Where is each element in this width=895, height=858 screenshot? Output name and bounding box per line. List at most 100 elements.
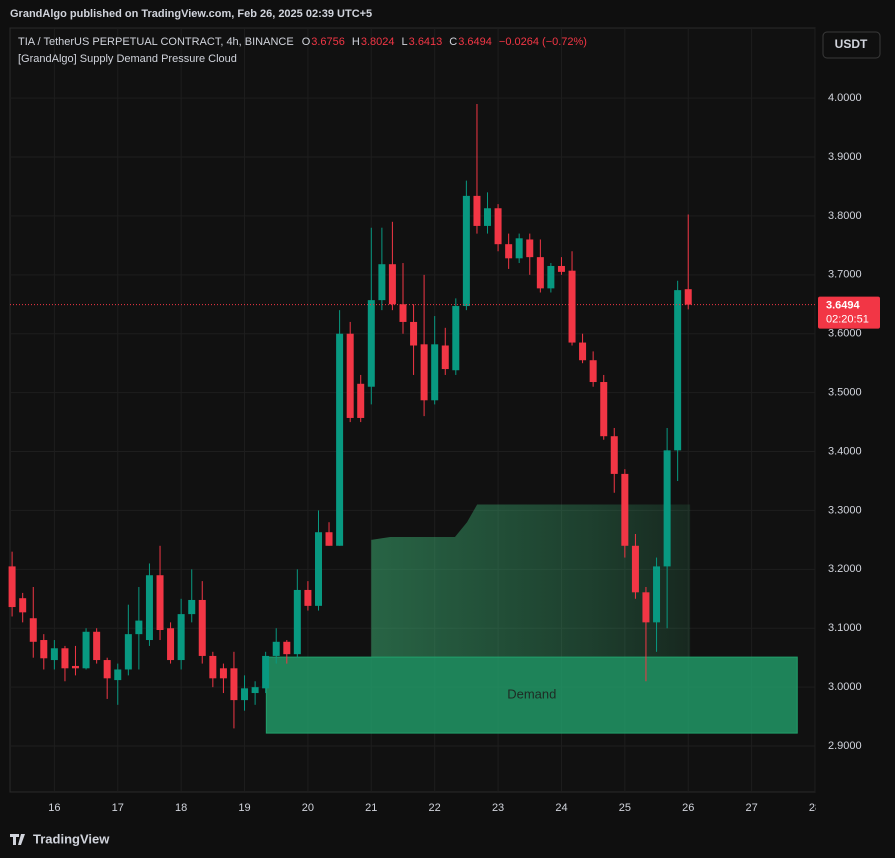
brand-name: TradingView [33,831,110,846]
x-tick-label: 27 [745,802,757,814]
candle-body [219,668,227,679]
candle-body [177,614,185,661]
legend-change: −0.0264 (−0.72%) [499,36,587,48]
candle-body [314,532,322,606]
candle-body [642,592,650,623]
candle-body [568,270,576,343]
last-price-box [818,296,880,329]
candle-body [272,641,280,656]
candle-body [452,306,460,371]
indicator-name: [GrandAlgo] Supply Demand Pressure Cloud [18,53,237,65]
legend-ohlc-key: O [302,36,311,48]
legend-ohlc-value: 3.6413 [409,36,443,48]
axis-panel [816,795,895,821]
candle-body [494,208,502,245]
candle-body [93,631,101,661]
x-tick-label: 26 [682,802,694,814]
currency-box[interactable] [822,31,881,59]
x-tick-label: 19 [238,802,250,814]
candle-body [579,342,587,361]
y-tick-label: 3.8000 [828,210,862,222]
brand: TradingView [10,831,110,846]
candle-body [198,599,206,656]
candle-body [209,655,217,679]
candle-body [378,264,386,301]
currency-button[interactable]: USDT [822,31,881,59]
demand-zone [265,656,798,734]
candle-body [156,575,164,631]
x-tick-label: 18 [175,802,187,814]
candle-body [557,265,565,272]
x-tick-label: 21 [365,802,377,814]
candle-body [114,669,122,681]
countdown: 02:20:51 [826,314,869,326]
candle-body [536,257,544,289]
candle-body [293,589,301,655]
brand-logo [10,834,25,845]
x-tick-label: 16 [48,802,60,814]
y-tick-label: 3.6000 [828,328,862,340]
candle-body [589,360,597,383]
candle-body [325,532,333,546]
x-tick-label: 22 [429,802,441,814]
candle-body [600,382,608,437]
candle-body [631,545,639,593]
candle-body [663,450,671,567]
legend-ohlc-key: H [352,36,360,48]
candle-body [61,648,69,669]
x-tick-label: 20 [302,802,314,814]
candle-body [357,383,365,418]
candle-body [399,304,407,322]
legend-ohlc-key: C [449,36,457,48]
marks: Demand [8,103,798,734]
x-tick-label: 25 [619,802,631,814]
candle-body [674,290,682,451]
candle-body [505,244,513,259]
candle-body [346,333,354,418]
candle-body [462,195,470,307]
candle-body [29,618,37,642]
currency-label[interactable]: USDT [835,37,868,51]
zone-label: Demand [507,687,556,702]
x-tick-label: 23 [492,802,504,814]
legend-ohlc-value: 3.8024 [361,36,395,48]
x-tick-label: 17 [112,802,124,814]
candle-body [230,668,238,701]
y-tick-label: 3.0000 [828,681,862,693]
candle-body [71,665,79,669]
candle-body [19,598,27,613]
y-tick-label: 3.5000 [828,387,862,399]
candle-body [167,628,175,661]
publisher: GrandAlgo published on TradingView.com, … [10,8,372,20]
candle-body [336,333,344,546]
candle-body [251,687,259,694]
candle-body [515,238,523,259]
candle-body [188,599,196,615]
candle-body [304,589,312,606]
candle-body [410,321,418,346]
candle-body [283,641,291,655]
legend-title: TIA / TetherUS PERPETUAL CONTRACT, 4h, B… [18,36,294,48]
candle-body [50,648,58,661]
y-tick-label: 4.0000 [828,92,862,104]
candle-body [653,566,661,623]
candle-body [431,344,439,401]
candle-body [547,265,555,289]
candle-body [473,195,481,226]
candle-body [621,473,629,546]
y-tick-label: 3.2000 [828,563,862,575]
legend-ohlc-key: L [402,36,408,48]
y-tick-label: 2.9000 [828,740,862,752]
legend-ohlc-value: 3.6494 [458,36,492,48]
candle-body [526,239,534,258]
legend-ohlc-value: 3.6756 [311,36,345,48]
candle-body [135,620,143,635]
y-tick-label: 3.1000 [828,622,862,634]
candle-body [388,264,396,305]
candle-body [262,655,270,689]
y-tick-label: 3.9000 [828,151,862,163]
candle-body [684,289,692,305]
candle-body [145,575,153,641]
